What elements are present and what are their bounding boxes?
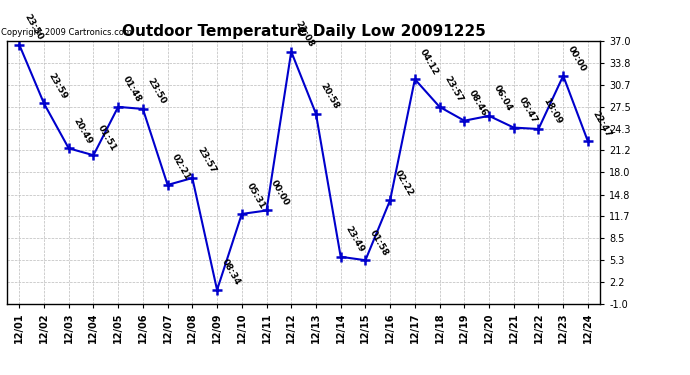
Text: 06:04: 06:04 bbox=[492, 84, 514, 113]
Text: 20:58: 20:58 bbox=[319, 82, 341, 111]
Text: 00:00: 00:00 bbox=[269, 179, 291, 208]
Text: 23:59: 23:59 bbox=[47, 71, 69, 100]
Text: 23:50: 23:50 bbox=[146, 77, 168, 106]
Text: 23:50: 23:50 bbox=[22, 13, 44, 42]
Text: 01:48: 01:48 bbox=[121, 75, 143, 104]
Text: 23:57: 23:57 bbox=[442, 75, 464, 104]
Text: 05:47: 05:47 bbox=[517, 95, 539, 125]
Text: 04:12: 04:12 bbox=[417, 47, 440, 76]
Text: 02:22: 02:22 bbox=[393, 168, 415, 197]
Title: Outdoor Temperature Daily Low 20091225: Outdoor Temperature Daily Low 20091225 bbox=[121, 24, 486, 39]
Text: 02:21: 02:21 bbox=[170, 153, 193, 182]
Text: Copyright 2009 Cartronics.com: Copyright 2009 Cartronics.com bbox=[1, 28, 132, 38]
Text: 01:58: 01:58 bbox=[368, 228, 391, 258]
Text: 18:09: 18:09 bbox=[541, 97, 563, 126]
Text: 08:46: 08:46 bbox=[467, 88, 489, 118]
Text: 23:49: 23:49 bbox=[344, 225, 366, 254]
Text: 08:34: 08:34 bbox=[220, 258, 242, 287]
Text: 01:51: 01:51 bbox=[96, 123, 118, 153]
Text: 00:00: 00:00 bbox=[566, 44, 588, 73]
Text: 23:57: 23:57 bbox=[195, 146, 217, 175]
Text: 05:31: 05:31 bbox=[244, 182, 266, 211]
Text: 22:47: 22:47 bbox=[591, 109, 613, 139]
Text: 20:49: 20:49 bbox=[72, 116, 94, 146]
Text: 21:08: 21:08 bbox=[294, 20, 316, 49]
